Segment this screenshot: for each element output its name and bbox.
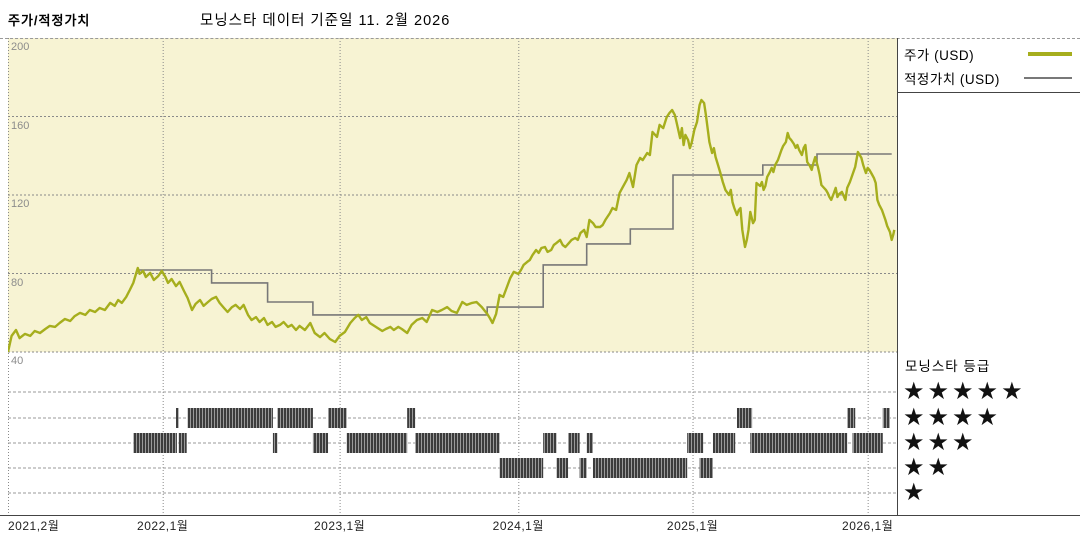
- rating-4-star-segment: [736, 408, 753, 428]
- rating-row-3-stars: ★★★: [903, 429, 977, 456]
- y-axis-label-160: 160: [11, 119, 30, 132]
- x-axis-label-2021,2월: 2021,2월: [8, 519, 60, 533]
- rating-3-star-segment: [852, 433, 883, 453]
- x-axis-label-2023,1월: 2023,1월: [313, 519, 366, 533]
- rating-4-star-segment: [187, 408, 273, 428]
- rating-3-star-segment: [272, 433, 278, 453]
- legend-fair-value-label: 적정가치 (USD): [904, 72, 1000, 87]
- rating-4-star-segment: [407, 408, 416, 428]
- legend-price-label: 주가 (USD): [904, 48, 975, 63]
- x-axis-label-2022,1월: 2022,1월: [137, 519, 189, 533]
- rating-4-star-segment: [882, 408, 890, 428]
- legend: 주가 (USD) 적정가치 (USD): [904, 42, 1072, 90]
- rating-2-star-segment: [699, 458, 713, 478]
- x-axis-line: [0, 515, 1080, 516]
- rating-2-star-segment: [592, 458, 688, 478]
- y-axis-label-200: 200: [11, 41, 30, 53]
- legend-item-fair-value: 적정가치 (USD): [904, 66, 1072, 90]
- price-line: [8, 98, 896, 353]
- rating-3-star-segment: [415, 433, 500, 453]
- rating-3-star-segment: [312, 433, 329, 453]
- fair-value-line: [137, 153, 892, 316]
- fair-value-line-swatch: [1024, 77, 1072, 79]
- rating-panel-title: 모닝스타 등급: [905, 359, 991, 374]
- rating-3-star-segment: [712, 433, 736, 453]
- rating-3-star-segment: [178, 433, 187, 453]
- rating-2-star-segment: [579, 458, 587, 478]
- rating-row-5-stars: ★★★★★: [903, 378, 1026, 405]
- legend-item-price: 주가 (USD): [904, 42, 1072, 66]
- page-title: 주가/적정가치: [8, 13, 91, 28]
- chart-plot-area: [8, 38, 897, 515]
- chart-subtitle: 모닝스타 데이터 기준일 11. 2월 2026: [200, 13, 451, 29]
- y-axis-label-40: 40: [11, 355, 24, 367]
- rating-3-star-segment: [133, 433, 177, 453]
- rating-3-star-segment: [568, 433, 580, 453]
- rating-row-2-stars: ★★: [903, 454, 953, 481]
- plot-top-border: [0, 38, 1080, 39]
- rating-row-4-stars: ★★★★: [903, 404, 1002, 431]
- rating-3-star-segment: [687, 433, 704, 453]
- y-axis-label-120: 120: [11, 198, 30, 210]
- rating-2-star-segment: [556, 458, 569, 478]
- price-line-swatch: [1028, 52, 1072, 56]
- x-axis-label-2026,1월: 2026,1월: [842, 519, 894, 533]
- x-axis-label-2025,1월: 2025,1월: [666, 519, 719, 533]
- rating-4-star-segment: [277, 408, 313, 428]
- panel-divider: [897, 38, 898, 515]
- rating-3-star-segment: [543, 433, 557, 453]
- rating-3-star-segment: [346, 433, 408, 453]
- legend-box-border: [897, 92, 1080, 93]
- x-axis-label-2024,1월: 2024,1월: [492, 519, 544, 533]
- rating-3-star-segment: [586, 433, 593, 453]
- rating-4-star-segment: [328, 408, 347, 428]
- rating-4-star-segment: [176, 408, 179, 428]
- rating-3-star-segment: [750, 433, 848, 453]
- rating-4-star-segment: [847, 408, 856, 428]
- rating-2-star-segment: [499, 458, 544, 478]
- rating-row-1-star: ★: [903, 479, 928, 506]
- y-axis-label-80: 80: [11, 276, 24, 289]
